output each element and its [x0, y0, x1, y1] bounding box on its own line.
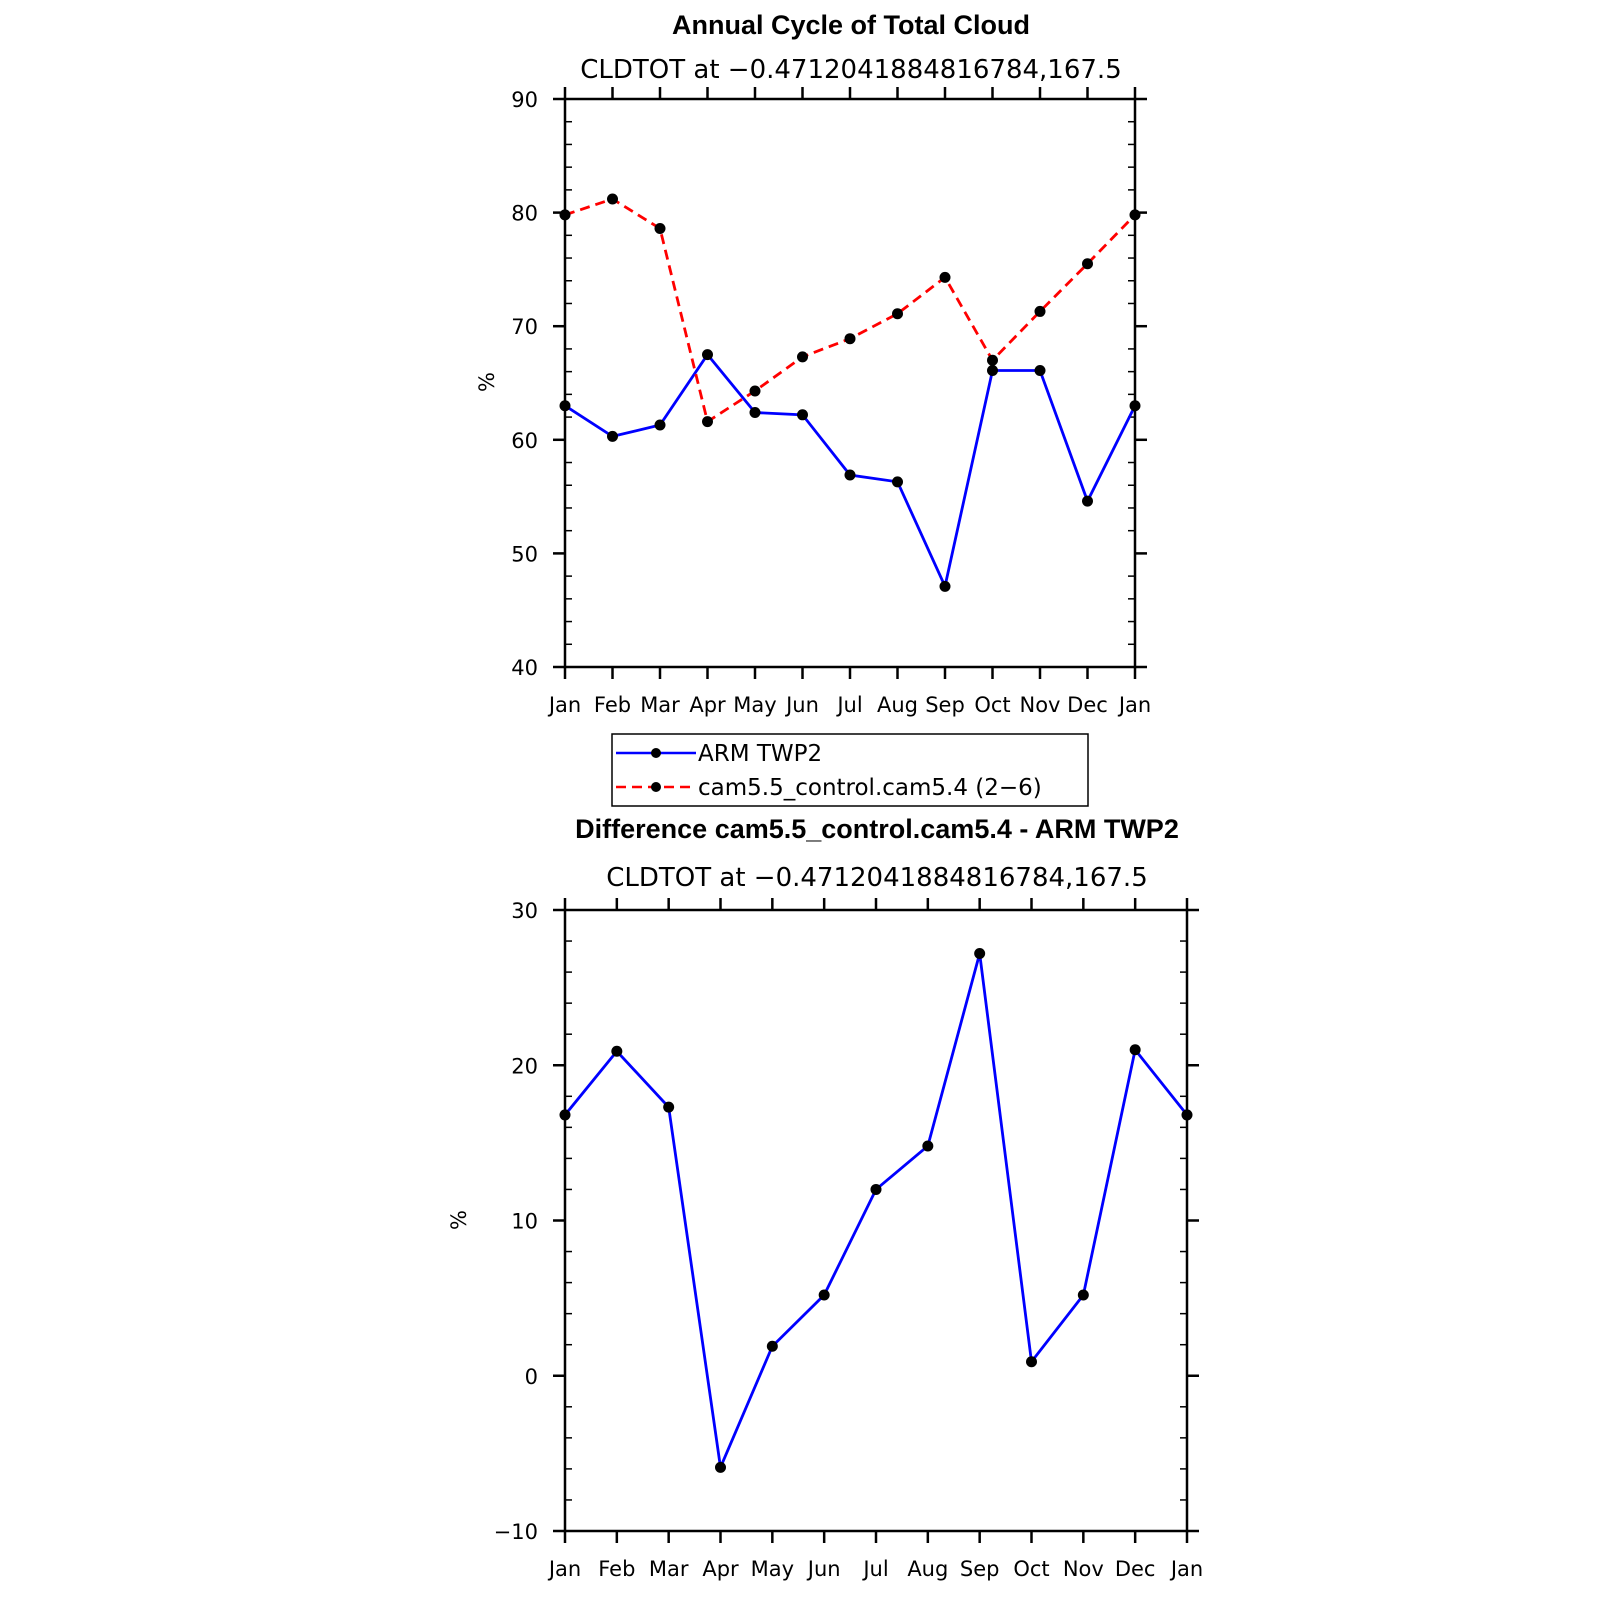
- chart2-data-point: [922, 1140, 934, 1152]
- chart2-plot-frame: [563, 908, 1189, 1533]
- chart1-y-tick-label: 90: [511, 88, 538, 112]
- chart1-y-tick-label: 40: [511, 656, 538, 680]
- legend: ARM TWP2 cam5.5_control.cam5.4 (2−6): [611, 733, 1089, 807]
- chart1-data-point: [892, 476, 903, 488]
- legend-entry-cam5-5-control: cam5.5_control.cam5.4 (2−6): [616, 775, 1042, 801]
- chart2-data-point: [663, 1101, 675, 1113]
- chart1-x-tick-label: Feb: [594, 693, 631, 717]
- chart1-x-tick-label: May: [733, 693, 776, 717]
- chart2-y-tick-label: 30: [511, 899, 538, 923]
- chart1-y-tick-label: 50: [511, 542, 538, 566]
- legend-entry-arm-twp2: ARM TWP2: [616, 741, 822, 767]
- chart2-data-point: [870, 1183, 882, 1195]
- chart1-y-tick-label: 60: [511, 429, 538, 453]
- chart2-x-tick-label: Jan: [1169, 1557, 1203, 1581]
- chart1-data-point: [987, 365, 998, 377]
- chart2-x-tick-label: Sep: [960, 1557, 1000, 1581]
- chart1-data-point: [607, 430, 618, 442]
- chart1-y-axis-label: %: [475, 372, 499, 392]
- chart1-data-point: [749, 385, 761, 397]
- chart1-data-point: [844, 333, 856, 345]
- chart2-y-axis-label: %: [447, 1210, 471, 1230]
- chart1-data-point: [702, 416, 713, 428]
- chart1-x-tick-label: Dec: [1067, 693, 1108, 717]
- chart1-series-group: [559, 193, 1141, 592]
- chart2-y-tick-label: 20: [511, 1054, 538, 1078]
- chart1-data-point: [1082, 495, 1093, 507]
- legend-label-arm-twp2: ARM TWP2: [698, 741, 822, 767]
- chart1-y-tick-label: 80: [511, 202, 538, 226]
- chart2-data-point: [1129, 1044, 1141, 1056]
- chart2-x-tick-label: May: [751, 1557, 794, 1581]
- chart1-data-point: [844, 469, 856, 481]
- chart2-title: Difference cam5.5_control.cam5.4 - ARM T…: [575, 814, 1179, 844]
- chart1-data-point: [1034, 305, 1046, 317]
- chart2-ticks: Jan Feb Mar Apr May Jun Jul Aug Sep Oct Nov Dec Jan−…: [494, 898, 1203, 1581]
- chart1-plot-frame: [563, 97, 1137, 669]
- chart1-ticks: Jan Feb Mar Apr May Jun Jul Aug Sep Oct Nov Dec Jan 4…: [511, 87, 1151, 717]
- chart1-data-point: [1034, 365, 1046, 377]
- chart1-x-tick-label: Jan: [547, 693, 581, 717]
- chart2-x-tick-label: Oct: [1013, 1557, 1049, 1581]
- chart2-x-tick-label: Aug: [907, 1557, 948, 1581]
- chart1-data-point: [749, 407, 761, 419]
- chart1-data-point: [654, 223, 666, 235]
- legend-marker-arm-twp2: [651, 748, 661, 758]
- legend-box: [611, 733, 1089, 807]
- chart2-y-tick-label: 10: [511, 1210, 538, 1234]
- difference-chart: Difference cam5.5_control.cam5.4 - ARM T…: [447, 814, 1203, 1581]
- chart1-data-point: [939, 580, 951, 592]
- chart2-x-tick-label: Apr: [702, 1557, 739, 1581]
- chart2-x-tick-label: Jan: [547, 1557, 581, 1581]
- chart1-data-point: [892, 308, 903, 320]
- chart1-x-tick-label: Apr: [689, 693, 726, 717]
- chart1-data-point: [607, 193, 618, 205]
- legend-label-cam5-5-control: cam5.5_control.cam5.4 (2−6): [698, 775, 1042, 801]
- chart1-data-point: [1082, 258, 1093, 270]
- chart1-x-tick-label: Sep: [925, 693, 965, 717]
- chart2-y-tick-label: −10: [494, 1520, 538, 1544]
- chart2-series-line-1: [563, 953, 1189, 1473]
- chart1-x-tick-label: Nov: [1020, 693, 1061, 717]
- chart2-x-tick-label: Mar: [649, 1557, 689, 1581]
- chart2-x-tick-label: Nov: [1063, 1557, 1104, 1581]
- chart1-series-line-2: [564, 197, 1137, 424]
- chart2-data-point: [715, 1461, 726, 1473]
- chart1-x-tick-label: Jun: [784, 693, 819, 717]
- chart2-x-tick-label: Jul: [861, 1557, 888, 1581]
- chart1-data-point: [654, 419, 666, 431]
- chart2-x-tick-label: Feb: [598, 1557, 635, 1581]
- chart1-data-point: [939, 271, 951, 283]
- chart1-x-tick-label: Jan: [1117, 693, 1151, 717]
- chart2-data-point: [766, 1340, 778, 1352]
- chart1-x-tick-label: Jul: [835, 693, 862, 717]
- chart1-data-point: [797, 351, 808, 363]
- chart2-data-point: [974, 947, 986, 959]
- chart2-data-point: [611, 1045, 623, 1057]
- chart2-data-point: [1026, 1356, 1037, 1368]
- chart1-x-tick-label: Mar: [640, 693, 680, 717]
- chart1-data-point: [987, 354, 998, 366]
- chart2-x-tick-label: Jun: [806, 1557, 841, 1581]
- legend-marker-cam5-5-control: [651, 782, 661, 792]
- chart2-subtitle: CLDTOT at −0.4712041884816784,167.5: [606, 863, 1148, 893]
- chart1-subtitle: CLDTOT at −0.4712041884816784,167.5: [580, 55, 1122, 85]
- chart2-series-group: [559, 947, 1193, 1473]
- chart2-data-point: [818, 1289, 830, 1301]
- chart2-y-tick-label: 0: [525, 1365, 538, 1389]
- annual-cycle-chart: Annual Cycle of Total Cloud CLDTOT at −0…: [475, 10, 1151, 717]
- chart1-x-tick-label: Aug: [877, 693, 918, 717]
- chart1-y-tick-label: 70: [511, 315, 538, 339]
- chart1-title: Annual Cycle of Total Cloud: [672, 10, 1030, 40]
- chart1-x-tick-label: Oct: [974, 693, 1010, 717]
- chart1-data-point: [702, 349, 713, 361]
- chart1-data-point: [797, 409, 808, 421]
- chart2-x-tick-label: Dec: [1115, 1557, 1156, 1581]
- chart2-data-point: [1077, 1289, 1089, 1301]
